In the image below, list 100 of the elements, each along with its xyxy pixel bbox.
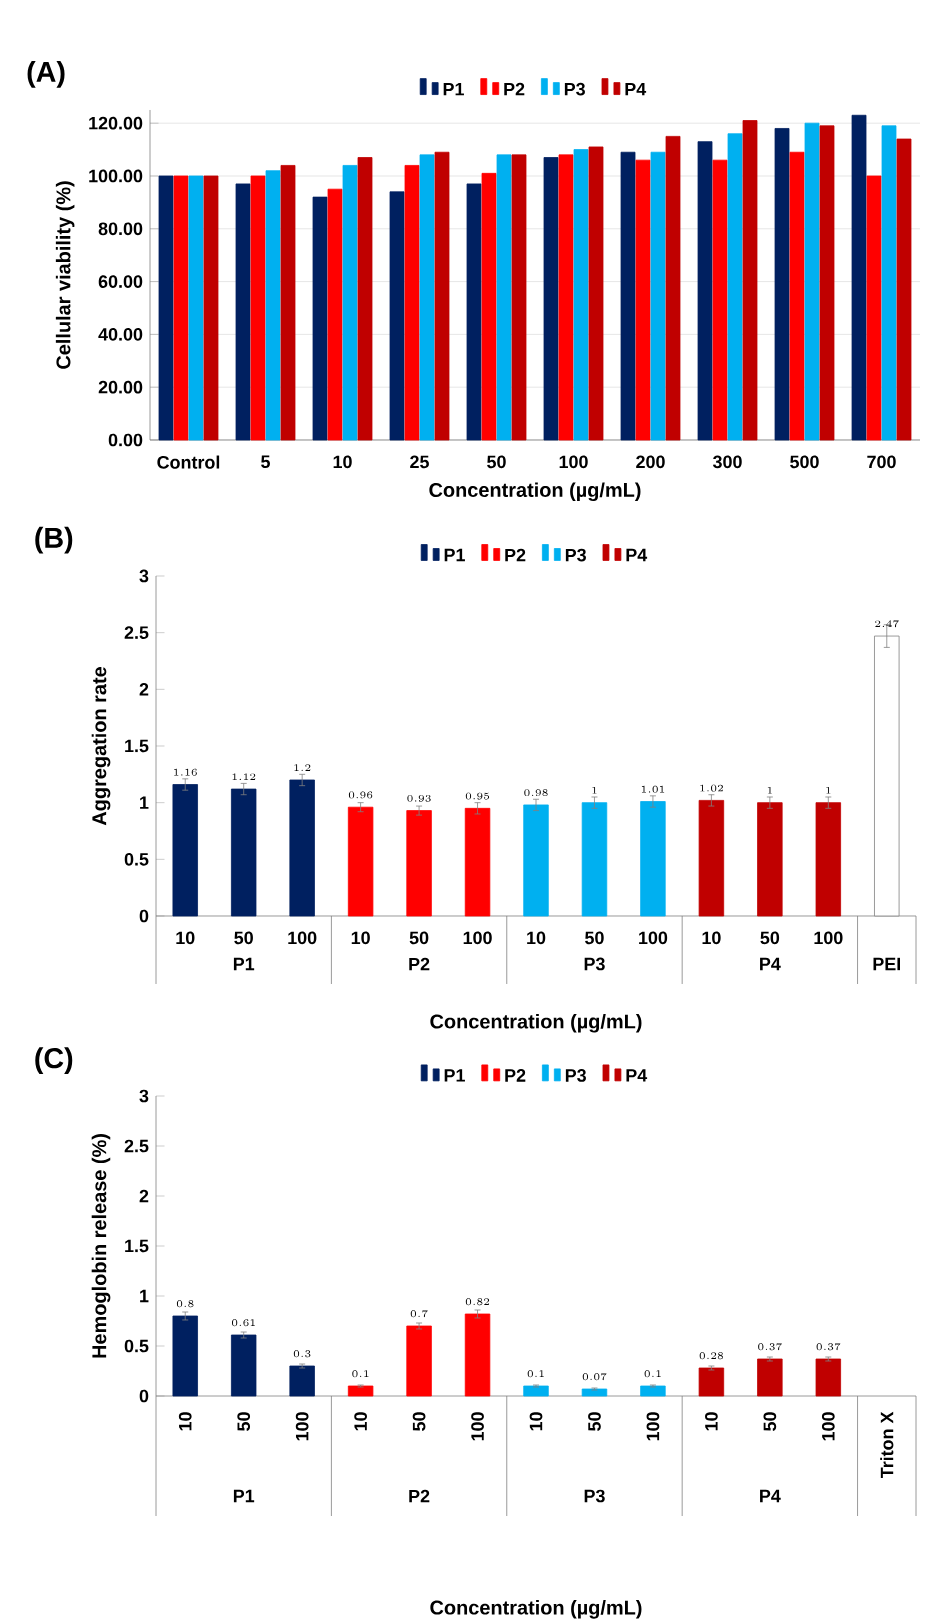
x-tick-label: 10 <box>351 931 370 945</box>
bar <box>558 154 574 441</box>
x-tick-label: 100 <box>295 1412 309 1441</box>
y-tick-label: 1 <box>140 796 149 809</box>
bar <box>620 151 636 441</box>
bar <box>172 784 198 917</box>
x-tick-label: 50 <box>760 931 780 945</box>
x-tick-label: 100 <box>821 1412 835 1441</box>
y-tick-label: 80.00 <box>98 222 143 236</box>
chart-title: (C) <box>35 1047 73 1075</box>
x-tick-label: 50 <box>234 931 253 945</box>
bar <box>851 114 867 441</box>
text: P1 <box>233 957 255 971</box>
y-axis-title: Aggregation rate <box>91 666 111 826</box>
legend-label: P4 <box>626 1069 648 1082</box>
y-tick-label: 3 <box>139 1089 149 1103</box>
x-tick-label: 100 <box>463 931 492 945</box>
y-tick-label: 2.5 <box>124 626 149 640</box>
x-axis-title: Concentration (µg/mL) <box>430 1013 642 1033</box>
legend-label: P4 <box>625 82 647 96</box>
y-tick-label: 120.00 <box>89 116 143 130</box>
legend-label: P2 <box>505 548 526 562</box>
bar <box>819 125 835 441</box>
bar <box>235 183 251 441</box>
x-tick-label: 100 <box>559 455 588 469</box>
bar <box>312 196 328 441</box>
text: P3 <box>584 957 605 971</box>
text: P2 <box>409 957 430 971</box>
bar <box>404 165 420 441</box>
bar <box>742 120 758 441</box>
x-tick-label: 10 <box>702 931 721 945</box>
bar <box>640 1385 666 1397</box>
legend-label: P4 <box>626 548 648 562</box>
y-tick-label: 40.00 <box>98 328 143 341</box>
x-axis-title: Concentration (µg/mL) <box>430 1599 642 1619</box>
x-tick-label: 25 <box>410 455 429 469</box>
bar <box>573 149 589 441</box>
legend-label: P2 <box>505 1069 526 1082</box>
bar <box>581 1388 608 1397</box>
bar <box>815 802 842 917</box>
x-tick-label: 300 <box>712 455 742 469</box>
bar <box>635 159 651 441</box>
bar <box>481 172 497 441</box>
x-axis-title: Concentration (µg/mL) <box>429 482 641 502</box>
bar <box>698 1367 725 1397</box>
x-tick-label: 5 <box>261 455 270 469</box>
y-axis-title: Hemoglobin release (%) <box>91 1134 111 1358</box>
y-tick-label: 0 <box>139 909 149 923</box>
bar <box>523 804 549 917</box>
x-tick-label: 10 <box>705 1412 718 1431</box>
bar <box>650 151 666 441</box>
y-tick-label: 3 <box>139 569 149 583</box>
bar <box>543 157 559 441</box>
bar <box>496 154 512 441</box>
chart-title: (A) <box>27 60 65 88</box>
bar <box>173 175 189 441</box>
bar <box>389 191 405 441</box>
bar <box>172 1315 198 1397</box>
legend-label: P3 <box>565 1069 586 1082</box>
chart-title: (B) <box>35 526 73 554</box>
x-tick-label: 50 <box>409 931 429 945</box>
legend-label: P3 <box>564 82 585 96</box>
x-tick-label: Control <box>157 455 220 469</box>
x-tick-label: 50 <box>487 455 506 469</box>
bar <box>347 806 374 917</box>
bar <box>280 165 296 441</box>
y-tick-label: 0.00 <box>108 433 143 447</box>
y-tick-label: 1.5 <box>125 739 149 753</box>
bar <box>757 1358 783 1397</box>
legend-label: P1 <box>444 548 465 562</box>
bar <box>419 154 435 441</box>
bar <box>230 1334 257 1397</box>
bar <box>289 779 315 917</box>
bar <box>789 151 805 441</box>
bar <box>727 133 743 441</box>
bar <box>357 157 373 441</box>
x-tick-label: 100 <box>646 1412 660 1441</box>
bar <box>815 1358 842 1397</box>
text: P1 <box>233 1489 255 1503</box>
x-tick-label: 700 <box>867 455 896 469</box>
bar <box>881 125 897 441</box>
x-tick-label: 50 <box>237 1412 251 1431</box>
x-tick-label: Triton X <box>880 1411 894 1479</box>
x-tick-label: 50 <box>585 931 604 945</box>
bar <box>464 1313 491 1397</box>
bar <box>347 1385 374 1397</box>
bar <box>774 128 790 441</box>
x-tick-label: 100 <box>814 931 843 945</box>
x-tick-label: 500 <box>790 455 819 469</box>
x-tick-label: 10 <box>529 1412 543 1431</box>
x-tick-label: 200 <box>636 455 665 469</box>
x-tick-label: 50 <box>763 1412 777 1431</box>
text: P2 <box>409 1489 430 1503</box>
text: PEI <box>873 957 901 971</box>
bar <box>697 141 713 441</box>
x-tick-label: 10 <box>333 455 352 469</box>
legend-label: P1 <box>443 82 464 96</box>
bar <box>581 802 608 917</box>
bar <box>466 183 482 441</box>
bar <box>804 122 820 441</box>
